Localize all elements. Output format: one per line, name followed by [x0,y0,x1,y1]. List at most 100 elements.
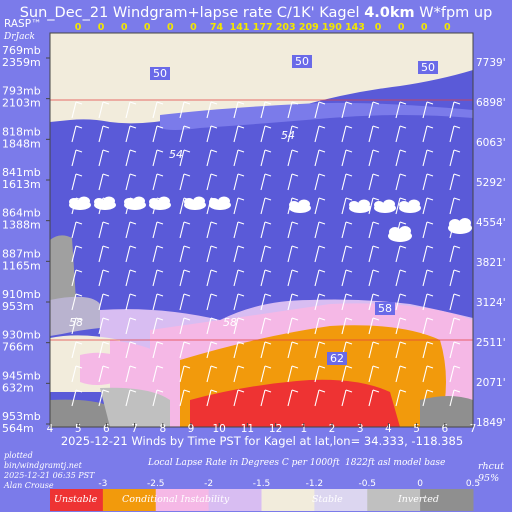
wind-barb [233,125,245,143]
contour-label-text: 50 [421,61,435,74]
right-tick: 7739' [476,57,506,69]
left-tick-mb: 910mb [2,288,41,301]
contour-label: 54 [169,148,183,161]
wind-barb [395,173,407,191]
wind-barb [395,197,407,215]
wind-barb [422,173,434,191]
wstar-value: 209 [299,22,319,33]
cloud-layer [69,196,472,242]
x-tick: 4 [385,423,392,435]
right-tick: 1849' [476,417,506,429]
wind-barb [260,389,272,407]
wind-barb [125,101,137,119]
legend-tick: -0.5 [358,479,376,489]
wind-barb [260,149,272,167]
wstar-value: 203 [276,22,296,33]
wind-barb [449,125,461,143]
wind-barb [206,245,218,263]
contour-label-box [150,67,170,80]
wind-barb [368,269,380,287]
wind-barb [125,293,137,311]
wind-barb [368,173,380,191]
wind-barb [395,221,407,239]
cloud [448,218,472,234]
wind-barb [314,365,326,383]
cloud [399,199,421,213]
right-axis: 7739' 6898' 6063' 5292' 4554' 3821' 3124' 2511'… [476,57,506,429]
wind-barb [260,221,272,239]
contour-label: 54 [281,129,295,142]
wind-barb [71,317,83,335]
left-tick-m: 2359m [2,56,41,69]
x-tick: 5 [75,423,82,435]
wind-barb [314,317,326,335]
wind-barb [179,173,191,191]
wind-barb [71,245,83,263]
wind-barb [314,293,326,311]
contour-label: 50 [150,67,170,80]
wstar-value: 143 [345,22,365,33]
contour-label-text: 58 [69,316,83,329]
wind-barb [449,245,461,263]
legend-swatch [367,489,421,511]
wind-barb [206,341,218,359]
wind-barb [98,197,110,215]
x-tick: 7 [131,423,138,435]
left-tick-m: 1165m [2,259,41,272]
wind-barb [422,269,434,287]
mixed-band [160,102,473,130]
title-tail: W*fpm up [419,5,492,21]
contour-label-box [292,55,312,68]
left-tick-mb: 841mb [2,166,41,179]
x-tick: 6 [103,423,110,435]
wind-barb [206,317,218,335]
legend-tick: -1.2 [306,479,324,489]
wstar-value: 0 [144,22,151,33]
left-tick-m: 1848m [2,137,41,150]
wind-barb [368,317,380,335]
wind-barb [71,101,83,119]
wind-barb [287,269,299,287]
footer-left-line: 2025-12-21 06:35 PST [3,471,95,480]
wind-barb [341,101,353,119]
wind-barb [71,365,83,383]
wstar-value: 141 [230,22,250,33]
wind-barb [260,173,272,191]
wind-barb [449,389,461,407]
footer-right-line: 95% [478,473,499,484]
wind-barb [368,149,380,167]
wind-barb [314,389,326,407]
wind-barb [422,389,434,407]
wind-barb [449,317,461,335]
wind-barb [98,293,110,311]
pink-cell-left [80,352,118,385]
x-tick: 8 [159,423,166,435]
left-tick-mb: 953mb [2,410,41,423]
cloud [374,199,396,213]
wind-barb [422,101,434,119]
footer-left-line: plotted [4,451,33,460]
corner-sub: DrJack [3,32,35,42]
wstar-value: 0 [421,22,428,33]
wind-barb [449,197,461,215]
wind-barb [341,389,353,407]
x-tick: 2 [329,423,336,435]
right-tick: 3821' [476,257,506,269]
wstar-value: 0 [121,22,128,33]
wind-barb [152,149,164,167]
wind-barb [152,125,164,143]
wind-barb [260,245,272,263]
left-tick-m: 632m [2,381,34,394]
x-tick: 11 [241,423,254,435]
wind-barb [98,149,110,167]
wind-barb [314,125,326,143]
wind-barb [206,365,218,383]
wind-barb [206,389,218,407]
wind-barb [260,293,272,311]
legend-swatch [208,489,262,511]
wind-barb [152,245,164,263]
wind-barb [368,293,380,311]
